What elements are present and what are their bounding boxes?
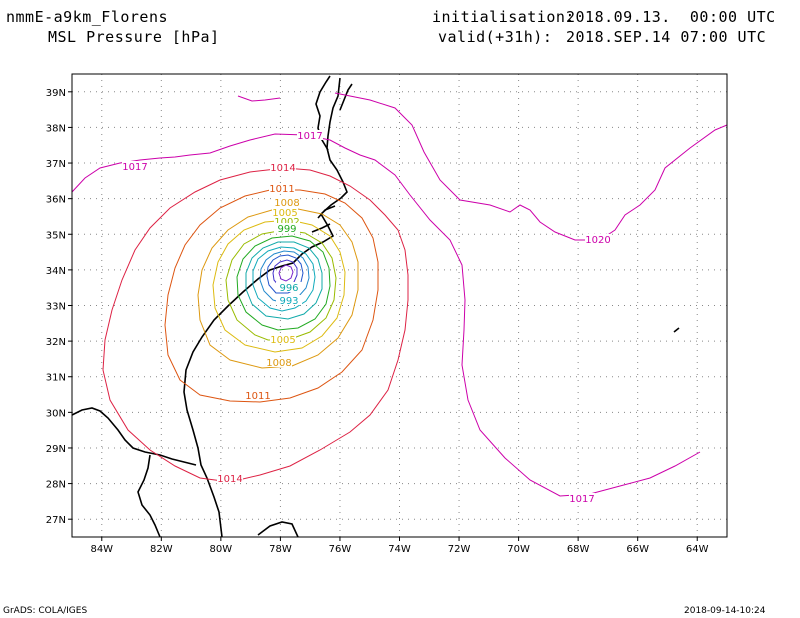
isobar-label-bg [297, 130, 323, 140]
isobar-label-1011: 1011 [245, 391, 270, 402]
coastline [71, 75, 680, 538]
model-name: nmmE-a9km_Florens [6, 8, 169, 26]
isobar-label-1014: 1014 [217, 474, 242, 485]
isobar-label-bg [266, 357, 292, 367]
isobar-label-bg [569, 493, 595, 503]
lon-tick-label: 72W [448, 544, 471, 555]
isobar-label-bg [269, 183, 295, 193]
isobar-1020 [334, 92, 728, 241]
lat-tick-label: 36N [46, 195, 66, 206]
cuba-hint [257, 521, 299, 538]
isobar-label-bg [276, 282, 302, 292]
bermuda [673, 327, 680, 333]
isobar-label-bg [274, 223, 300, 233]
isobar-label-bg [272, 207, 298, 217]
valid-value: 2018.SEP.14 07:00 UTC [566, 28, 767, 46]
valid-label: valid(+31h): [438, 28, 553, 46]
lon-tick-label: 82W [150, 544, 173, 555]
latitude-axis: 39N 38N 37N 36N 35N 34N 33N 32N 31N 30N 29N 28N 27N [46, 88, 72, 526]
lat-tick-label: 30N [46, 408, 66, 419]
isobar-label-1017: 1017 [569, 494, 594, 505]
lon-tick-label: 74W [388, 544, 411, 555]
isobar-label-999: 999 [277, 224, 296, 235]
isobar-1008 [197, 208, 359, 369]
lat-tick-label: 27N [46, 515, 66, 526]
lat-tick-label: 34N [46, 266, 66, 277]
isobar-label-1008: 1008 [274, 198, 299, 209]
lon-tick-label: 66W [626, 544, 649, 555]
longitude-axis: 84W 82W 80W 78W 76W 74W 72W 70W 68W 66W 64W [90, 537, 709, 555]
footer-timestamp: 2018-09-14-10:24 [684, 606, 766, 616]
lat-tick-label: 37N [46, 159, 66, 170]
lat-tick-label: 38N [46, 123, 66, 134]
isobar-label-1005: 1005 [272, 208, 297, 219]
isobar-label-bg [245, 390, 271, 400]
isobar-label-bg [270, 162, 296, 172]
isobars [71, 92, 728, 497]
field-name: MSL Pressure [hPa] [48, 28, 220, 46]
lat-lon-grid [72, 74, 727, 537]
lat-tick-label: 28N [46, 480, 66, 491]
lon-tick-label: 78W [269, 544, 292, 555]
isobar-label-bg [274, 197, 300, 207]
lon-tick-label: 68W [567, 544, 590, 555]
lon-tick-label: 64W [686, 544, 709, 555]
map-frame [71, 73, 728, 538]
lat-tick-label: 31N [46, 373, 66, 384]
isobar-label-bg [270, 334, 296, 344]
isobar-1005 [212, 219, 346, 353]
isobar-label-bg [276, 295, 302, 305]
florida-west [137, 454, 161, 538]
delmarva [339, 83, 353, 111]
isobar-label-bg [585, 234, 611, 244]
isobar-label-1014: 1014 [270, 163, 295, 174]
isobar-label-996: 996 [279, 283, 298, 294]
isobar-981 [278, 264, 294, 282]
coastline-main [183, 77, 348, 538]
pamlico-sound [311, 205, 336, 233]
init-value: 2018.09.13. 00:00 UTC [566, 8, 776, 26]
lat-tick-label: 29N [46, 444, 66, 455]
lat-tick-label: 32N [46, 337, 66, 348]
isobar-label-bg [217, 473, 243, 483]
lat-tick-label: 35N [46, 230, 66, 241]
isobar-label-1017: 1017 [122, 162, 147, 173]
lat-tick-label: 39N [46, 88, 66, 99]
isobar-1002 [225, 229, 337, 341]
lat-tick-label: 33N [46, 302, 66, 313]
isobar-label-bg [274, 216, 300, 226]
footer-software: GrADS: COLA/IGES [3, 606, 88, 616]
isobar-label-993: 993 [279, 296, 298, 307]
isobar-label-bg [122, 161, 148, 171]
isobar-996 [245, 241, 323, 320]
isobar-1011 [164, 189, 379, 403]
isobar-label-1005: 1005 [270, 335, 295, 346]
init-label: initialisation: [432, 8, 575, 26]
lon-tick-label: 84W [90, 544, 113, 555]
isobar-1014 [102, 167, 409, 483]
lon-tick-label: 70W [507, 544, 530, 555]
isobar-999 [236, 235, 331, 331]
isobar-label-1008: 1008 [266, 358, 291, 369]
isobar-label-1020: 1020 [585, 235, 610, 246]
isobar-1017 [71, 95, 701, 497]
gulf-coast [71, 407, 197, 466]
isobar-label-1011: 1011 [269, 184, 294, 195]
lon-tick-label: 76W [329, 544, 352, 555]
isobar-label-1002: 1002 [274, 217, 299, 228]
isobar-label-1017: 1017 [297, 131, 322, 142]
lon-tick-label: 80W [210, 544, 233, 555]
